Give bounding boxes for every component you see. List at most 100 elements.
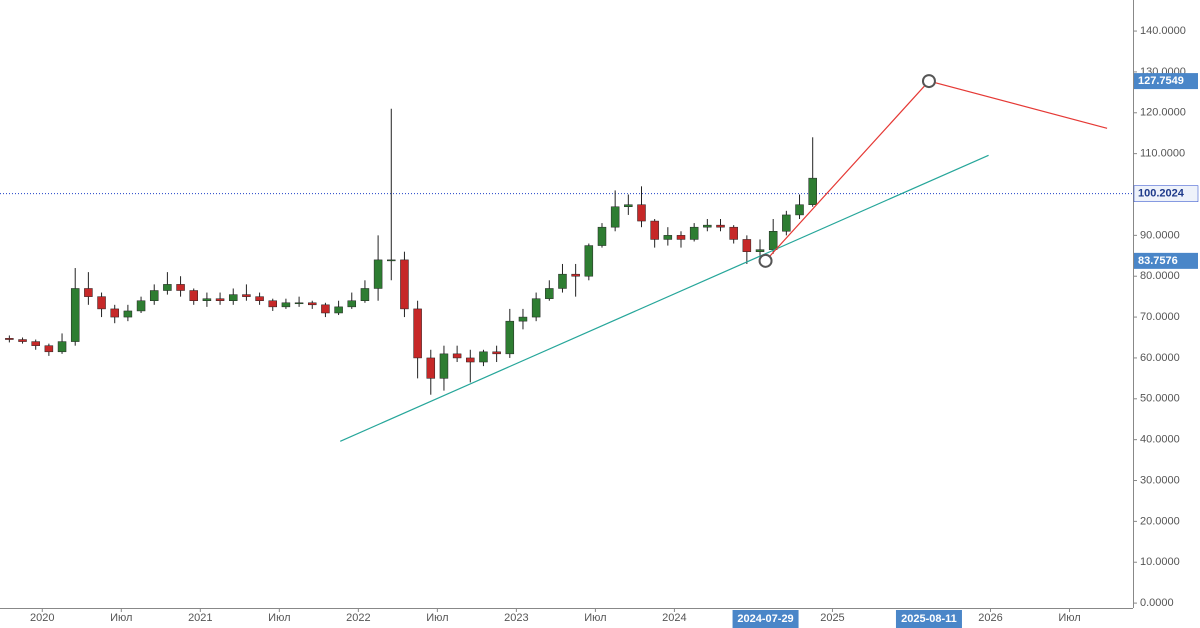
candle-body xyxy=(321,304,330,314)
x-tick-label: Июл xyxy=(584,612,606,624)
y-tick-label: 10.0000 xyxy=(1140,556,1180,568)
y-tick-label: 90.0000 xyxy=(1140,229,1180,241)
y-tick-label: 50.0000 xyxy=(1140,393,1180,405)
candle-body xyxy=(308,302,317,306)
candle-body xyxy=(268,300,278,308)
candle-body xyxy=(624,204,633,208)
candle-body xyxy=(281,302,291,308)
candle-body xyxy=(176,284,185,291)
price-label: 127.7549 xyxy=(1138,75,1184,87)
x-tick-label: 2021 xyxy=(188,612,212,624)
candle-body xyxy=(505,320,515,355)
price-label-box xyxy=(1134,73,1198,90)
candle-body xyxy=(347,300,357,308)
level-label: 100.2024 xyxy=(1138,188,1185,200)
x-tick-label: 2023 xyxy=(504,612,528,624)
candle-body xyxy=(610,206,620,228)
candle-body xyxy=(18,339,27,342)
candle-body xyxy=(676,235,686,240)
candle-body xyxy=(637,204,646,222)
candle-body xyxy=(110,308,119,318)
x-tick-label: Июл xyxy=(426,612,448,624)
candle-body xyxy=(163,284,172,291)
y-tick-label: 110.0000 xyxy=(1140,148,1185,160)
candle-body xyxy=(492,351,501,355)
x-tick-label: 2022 xyxy=(346,612,370,624)
candle-body xyxy=(123,310,133,318)
candle-body xyxy=(439,353,449,379)
candle-body xyxy=(5,338,14,340)
line-handle xyxy=(921,74,936,89)
candle-body xyxy=(149,290,159,301)
x-tick-label: 2020 xyxy=(30,612,54,624)
candle-body xyxy=(545,288,554,299)
candle-body xyxy=(479,351,488,363)
candle-body xyxy=(189,290,198,301)
candle-body xyxy=(360,288,370,301)
candle-body xyxy=(334,306,343,314)
x-tick-label: 2026 xyxy=(978,612,1002,624)
y-tick-label: 70.0000 xyxy=(1140,311,1180,323)
candle-body xyxy=(31,341,40,346)
y-tick-label: 140.0000 xyxy=(1140,25,1186,37)
candle-body xyxy=(215,298,225,301)
candle-body xyxy=(703,224,712,228)
candle-body xyxy=(413,308,422,359)
x-tick-label: Июл xyxy=(268,612,290,624)
time-label: 2024-07-29 xyxy=(737,613,793,625)
candle-body xyxy=(57,341,67,353)
candle-body xyxy=(571,273,580,277)
candle-body xyxy=(84,288,93,297)
x-tick-label: Июл xyxy=(1058,612,1080,624)
y-tick-label: 60.0000 xyxy=(1140,352,1180,364)
y-tick-label: 30.0000 xyxy=(1140,474,1180,486)
candle-body xyxy=(255,296,264,301)
candle-body xyxy=(584,245,594,277)
time-label: 2025-08-11 xyxy=(901,613,957,625)
price-label-box xyxy=(1134,252,1198,269)
candle-body xyxy=(400,259,409,310)
candle-body xyxy=(597,226,607,246)
candle-body xyxy=(70,288,80,342)
candle-body xyxy=(202,298,212,301)
y-tick-label: 120.0000 xyxy=(1140,107,1186,119)
time-label-box xyxy=(895,610,962,628)
y-tick-label: 80.0000 xyxy=(1140,270,1180,282)
candle-body xyxy=(294,302,304,305)
line-handle xyxy=(758,253,773,268)
candle-body xyxy=(466,357,475,363)
candle-body xyxy=(373,259,383,289)
candle-body xyxy=(228,294,238,301)
candle-body xyxy=(97,296,106,310)
candle-body xyxy=(136,300,146,312)
candle-body xyxy=(558,273,567,289)
price-label: 83.7576 xyxy=(1138,255,1178,267)
candle-body xyxy=(663,235,673,240)
candle-body xyxy=(795,204,804,216)
y-tick-label: 0.0000 xyxy=(1140,597,1174,609)
candle-body xyxy=(716,224,725,228)
time-label-box xyxy=(732,610,799,628)
candle-body xyxy=(755,249,765,252)
candle-body xyxy=(242,294,251,297)
candle-body xyxy=(44,345,54,353)
candle-body xyxy=(729,226,738,240)
x-tick-label: Июл xyxy=(110,612,132,624)
candle-body xyxy=(689,226,699,240)
candle-body xyxy=(531,298,541,318)
candle-body xyxy=(650,220,659,240)
level-label-box xyxy=(1133,185,1199,202)
x-tick-label: 2024 xyxy=(662,612,686,624)
candle-body xyxy=(426,357,436,379)
candle-body xyxy=(518,316,528,322)
candle-body xyxy=(742,239,752,252)
candle-body xyxy=(808,177,817,205)
y-tick-label: 40.0000 xyxy=(1140,434,1180,446)
y-tick-label: 20.0000 xyxy=(1140,515,1180,527)
trend-line xyxy=(339,154,989,442)
candle-body xyxy=(782,214,791,232)
candle-body xyxy=(387,259,396,262)
candle-body xyxy=(452,353,462,359)
